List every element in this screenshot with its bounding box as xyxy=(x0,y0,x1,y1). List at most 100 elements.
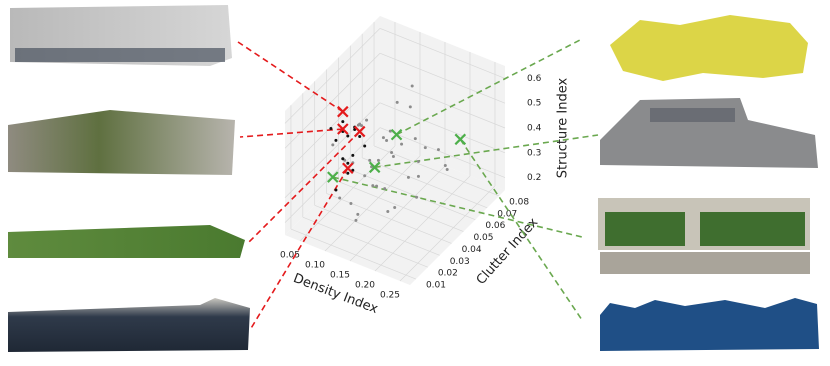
point xyxy=(391,154,395,158)
point xyxy=(338,196,342,200)
scatter3d-plot: 0.05 0.10 0.15 0.20 0.25 0.01 0.02 0.03 0.04 0.05… xyxy=(237,16,599,331)
point xyxy=(358,135,362,139)
link-line xyxy=(249,167,349,331)
link-line xyxy=(239,128,343,138)
right-thumbnails xyxy=(598,15,819,351)
point xyxy=(390,150,394,154)
grid-line xyxy=(379,77,506,129)
grid-line xyxy=(379,28,506,79)
point xyxy=(368,158,372,162)
link-line xyxy=(247,130,361,244)
point xyxy=(371,184,375,188)
y-tick-label: 0.05 xyxy=(473,233,493,243)
link-line xyxy=(374,134,599,169)
cross-marker xyxy=(353,125,366,138)
grid-line xyxy=(379,102,506,154)
point xyxy=(356,212,360,216)
z-tick-label: 0.3 xyxy=(527,148,541,158)
point xyxy=(365,118,369,122)
point xyxy=(346,171,350,175)
x-tick-label: 0.10 xyxy=(305,261,325,271)
y-tick-label: 0.04 xyxy=(462,245,482,255)
x-tick-label: 0.05 xyxy=(280,251,300,261)
sidewalk-cloud xyxy=(8,110,235,175)
link-line xyxy=(237,41,344,113)
grid-line xyxy=(326,193,452,244)
point xyxy=(358,122,362,126)
y-tick-label: 0.02 xyxy=(438,269,458,279)
point xyxy=(351,153,355,157)
point xyxy=(329,127,333,131)
x-tick-label: 0.20 xyxy=(355,281,375,291)
point xyxy=(386,210,390,214)
link-line xyxy=(396,39,581,136)
blue-cloud xyxy=(600,298,819,351)
water-cloud xyxy=(8,298,250,352)
grid-line xyxy=(379,52,506,104)
y-tick-label: 0.06 xyxy=(485,221,505,231)
point xyxy=(410,84,414,88)
point xyxy=(416,159,420,163)
y-axis-label: Clutter Index xyxy=(474,215,542,288)
lawn-cloud xyxy=(8,225,245,258)
grid-line xyxy=(399,185,496,282)
point xyxy=(346,134,350,138)
link-line xyxy=(332,176,583,238)
point xyxy=(376,158,380,162)
cross-marker xyxy=(342,162,354,175)
point xyxy=(341,120,345,124)
cars xyxy=(15,48,225,62)
point xyxy=(400,142,404,146)
grid-line xyxy=(284,28,381,124)
point xyxy=(334,188,338,192)
z-tick-label: 0.6 xyxy=(527,74,542,84)
grid-line xyxy=(284,127,381,223)
cross-marker xyxy=(337,105,349,118)
y-tick-label: 0.08 xyxy=(509,197,529,207)
point xyxy=(385,139,389,143)
point xyxy=(443,164,447,168)
grid-line xyxy=(349,165,446,262)
grid-line xyxy=(324,155,421,252)
cross-marker xyxy=(337,123,349,135)
grid-line xyxy=(379,127,506,178)
grid-line xyxy=(373,145,500,197)
grid-line xyxy=(350,169,476,221)
hedge-street xyxy=(600,252,810,274)
y-tick-label: 0.01 xyxy=(426,281,446,291)
point xyxy=(445,167,449,171)
cross-marker xyxy=(368,161,381,174)
link-line xyxy=(459,138,583,321)
point xyxy=(413,137,417,141)
point xyxy=(395,100,399,104)
hedge-left xyxy=(605,212,685,246)
y-tick-label: 0.03 xyxy=(450,257,470,267)
x-tick-label: 0.15 xyxy=(330,271,350,281)
point xyxy=(363,174,367,178)
z-tick-label: 0.2 xyxy=(527,173,541,183)
point xyxy=(354,218,358,222)
point xyxy=(416,174,420,178)
grid-line xyxy=(284,77,381,174)
grid-line xyxy=(302,216,428,268)
grid-line xyxy=(290,228,417,280)
point xyxy=(383,187,387,191)
grid-line xyxy=(338,181,464,232)
point xyxy=(408,105,412,109)
point xyxy=(381,136,385,140)
point xyxy=(346,161,350,165)
point xyxy=(393,206,397,210)
point xyxy=(363,144,367,148)
cross-marker xyxy=(454,133,467,146)
x-tick-label: 0.25 xyxy=(380,291,400,301)
point xyxy=(331,143,335,147)
grid-line xyxy=(362,157,488,209)
grid-line xyxy=(314,204,440,256)
grid-line xyxy=(374,175,471,272)
left-thumbnails xyxy=(8,5,250,352)
z-axis-label: Structure Index xyxy=(556,78,571,179)
hedge-right xyxy=(700,212,805,246)
point xyxy=(349,201,353,205)
point xyxy=(375,184,379,188)
